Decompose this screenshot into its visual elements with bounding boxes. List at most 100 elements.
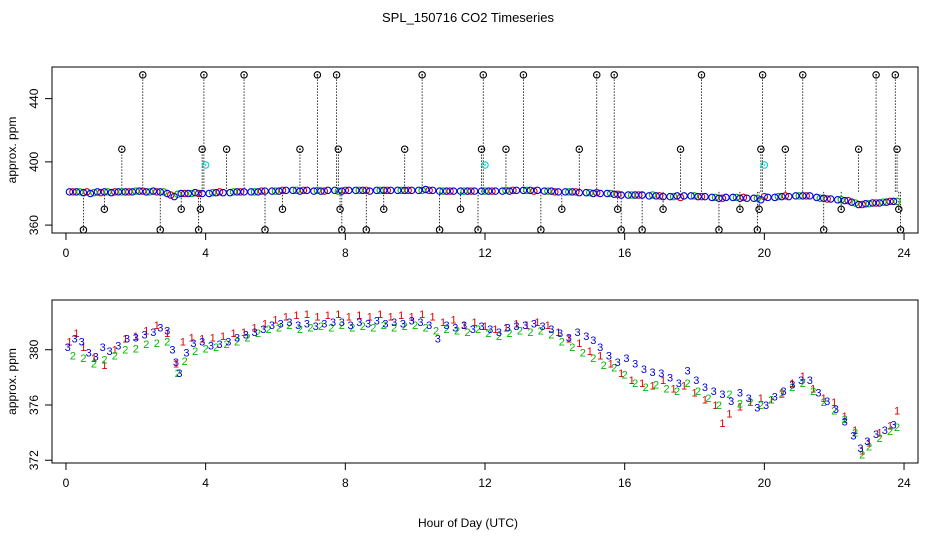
bottom-panel-point-green: 2 bbox=[370, 323, 376, 335]
top-panel-point-blue bbox=[310, 187, 318, 195]
top-panel-point-black bbox=[537, 226, 545, 234]
top-panel-point-red bbox=[858, 200, 866, 209]
top-panel-point-green bbox=[76, 188, 84, 196]
top-panel-point-red bbox=[718, 194, 727, 202]
bottom-panel-y-tick-label: 372 bbox=[27, 450, 41, 470]
top-panel-point-blue bbox=[582, 188, 591, 197]
bottom-panel-point-red: 1 bbox=[356, 310, 362, 322]
top-panel-point-center-black bbox=[620, 228, 623, 231]
top-panel-point-blue bbox=[736, 194, 744, 202]
top-panel-point-red bbox=[69, 188, 77, 196]
top-panel-point-center-black bbox=[505, 148, 507, 151]
top-panel-point-green bbox=[627, 191, 636, 199]
bottom-panel-point-green: 2 bbox=[297, 324, 303, 336]
top-panel-point-black bbox=[296, 145, 304, 153]
top-panel-point-black bbox=[638, 226, 646, 234]
bottom-panel-point-red: 1 bbox=[66, 336, 72, 348]
top-panel-point-red bbox=[153, 188, 161, 196]
top-panel-point-center-black bbox=[337, 148, 340, 151]
top-panel-point-center-black bbox=[382, 208, 385, 211]
bottom-panel-point-blue: 3 bbox=[169, 345, 175, 357]
bottom-panel-point-blue: 3 bbox=[321, 318, 327, 330]
top-panel-point-black bbox=[891, 71, 900, 79]
bottom-panel-point-green: 2 bbox=[894, 422, 900, 434]
top-panel-point-blue bbox=[191, 188, 199, 197]
top-panel-point-blue bbox=[114, 188, 123, 196]
top-panel-point-red bbox=[872, 199, 880, 207]
top-panel-point-blue bbox=[799, 192, 807, 200]
bottom-panel-point-red: 1 bbox=[283, 312, 289, 324]
bottom-panel-point-green: 2 bbox=[112, 350, 118, 362]
top-panel-point-blue bbox=[889, 197, 898, 206]
bottom-panel-point-blue: 3 bbox=[417, 317, 423, 329]
top-panel-point-black bbox=[334, 145, 343, 153]
bottom-panel-point-blue: 3 bbox=[391, 317, 397, 329]
bottom-panel-point-red: 1 bbox=[272, 314, 278, 326]
bottom-panel-point-green: 2 bbox=[859, 450, 865, 462]
top-panel-point-red bbox=[697, 192, 706, 201]
top-panel-x-tick-label: 16 bbox=[618, 246, 632, 260]
top-panel-point-red bbox=[97, 188, 105, 197]
top-panel-point-blue bbox=[296, 187, 304, 195]
bottom-panel-point-blue: 3 bbox=[623, 353, 629, 365]
top-panel-point-black bbox=[697, 71, 706, 79]
top-panel-point-center-cyan bbox=[763, 164, 766, 166]
bottom-panel-point-red: 1 bbox=[220, 331, 226, 343]
top-panel-point-black bbox=[194, 226, 203, 234]
bottom-panel-point-red: 1 bbox=[122, 334, 128, 346]
top-panel-point-blue bbox=[868, 199, 877, 207]
top-panel-point-center-black bbox=[199, 208, 202, 211]
bottom-panel-point-red: 1 bbox=[671, 383, 677, 395]
top-panel-point-black bbox=[659, 205, 667, 214]
top-panel-point-center-black bbox=[522, 74, 525, 76]
bottom-panel-point-blue: 3 bbox=[304, 318, 310, 330]
top-panel-point-green bbox=[271, 187, 280, 195]
top-panel-point-green bbox=[711, 193, 720, 202]
bottom-panel-point-blue: 3 bbox=[882, 425, 888, 437]
bottom-panel-point-red: 1 bbox=[492, 324, 498, 336]
bottom-panel-point-blue: 3 bbox=[356, 317, 362, 329]
top-panel-point-blue bbox=[666, 192, 674, 201]
top-panel-point-green bbox=[439, 187, 447, 195]
bottom-panel-point-blue: 3 bbox=[72, 334, 78, 346]
top-panel-point-blue bbox=[456, 187, 465, 195]
bottom-panel-point-green: 2 bbox=[133, 343, 139, 355]
top-panel-point-red bbox=[166, 191, 175, 199]
top-panel-point-blue bbox=[673, 192, 681, 200]
top-panel-point-blue bbox=[792, 192, 800, 200]
bottom-panel-point-green: 2 bbox=[154, 338, 160, 350]
bottom-panel-point-green: 2 bbox=[464, 327, 470, 339]
top-panel-point-red bbox=[180, 189, 189, 198]
top-panel-x-tick-label: 4 bbox=[202, 246, 209, 260]
top-panel-point-black bbox=[456, 205, 465, 214]
top-panel-point-blue bbox=[805, 192, 814, 200]
bottom-panel-point-red: 1 bbox=[251, 323, 257, 335]
top-panel-point-red bbox=[572, 188, 580, 196]
top-panel-point-center-black bbox=[459, 208, 462, 211]
top-panel-point-blue bbox=[149, 187, 158, 195]
bottom-panel-point-blue: 3 bbox=[873, 429, 879, 441]
bottom-panel-point-red: 1 bbox=[726, 408, 732, 420]
bottom-panel-point-red: 1 bbox=[894, 406, 900, 418]
top-panel-point-blue bbox=[722, 193, 730, 202]
top-panel-point-black bbox=[613, 205, 622, 214]
bottom-panel-point-green: 2 bbox=[224, 339, 230, 351]
top-panel-point-blue bbox=[198, 189, 206, 198]
top-panel-x-tick-label: 8 bbox=[342, 246, 349, 260]
bottom-panel-point-red: 1 bbox=[779, 388, 785, 400]
top-panel-point-center-black bbox=[539, 228, 542, 231]
bottom-panel-point-blue: 3 bbox=[815, 388, 821, 400]
top-panel-point-center-black bbox=[403, 148, 406, 151]
top-panel-point-red bbox=[488, 187, 496, 195]
bottom-panel-point-blue: 3 bbox=[269, 320, 275, 332]
top-panel-point-blue bbox=[533, 186, 542, 195]
top-panel-point-black bbox=[502, 145, 510, 153]
bottom-panel-point-blue: 3 bbox=[857, 443, 863, 455]
bottom-panel-point-green: 2 bbox=[705, 393, 711, 405]
bottom-panel-x-tick-label: 12 bbox=[478, 476, 492, 490]
top-panel-x-tick-label: 24 bbox=[897, 246, 911, 260]
bottom-panel-point-red: 1 bbox=[409, 312, 415, 324]
top-panel-point-center-black bbox=[739, 208, 741, 211]
top-panel-point-center-black bbox=[141, 74, 144, 76]
